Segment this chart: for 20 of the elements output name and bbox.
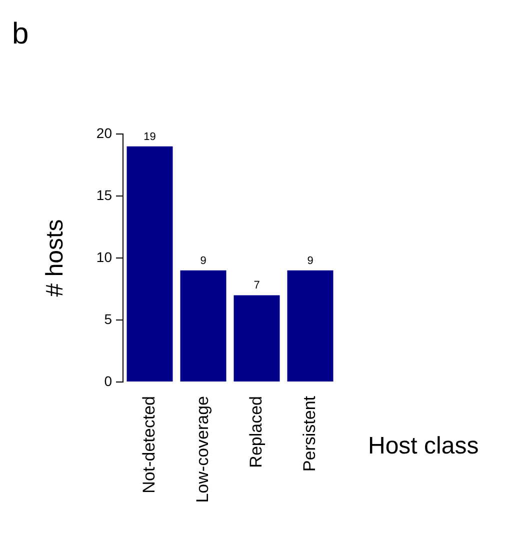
x-tick-label: Low-coverage — [192, 396, 212, 503]
y-axis-title: # hosts — [42, 219, 69, 297]
data-label: 9 — [200, 254, 206, 267]
bar — [234, 295, 280, 382]
data-label: 7 — [254, 280, 260, 292]
x-tick-label: Not-detected — [139, 396, 158, 494]
y-tick-label: 20 — [96, 124, 112, 141]
data-label: 9 — [307, 254, 314, 267]
x-tick-label: Persistent — [300, 396, 319, 472]
bar — [287, 270, 334, 382]
x-tick-label: Replaced — [246, 396, 266, 468]
y-tick-label: 0 — [104, 372, 112, 389]
data-label: 19 — [144, 130, 156, 143]
x-axis-title: Host class — [368, 432, 479, 460]
y-tick-label: 10 — [96, 248, 112, 265]
y-tick-label: 15 — [96, 186, 112, 203]
bar — [180, 270, 226, 382]
y-tick-label: 5 — [104, 310, 112, 327]
chart-title: b — [12, 17, 29, 50]
bar — [126, 146, 173, 382]
